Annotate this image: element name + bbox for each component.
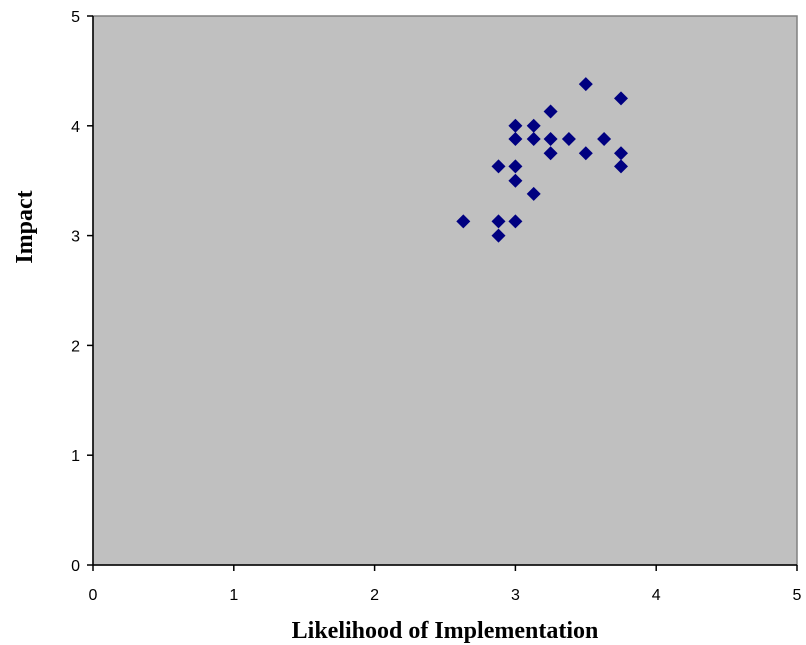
data-point-marker [614,159,628,174]
axes [92,16,797,566]
data-point-marker [456,214,471,229]
data-point-marker [543,146,558,161]
x-axis-title: Likelihood of Implementation [292,618,599,644]
y-tick-label: 1 [71,448,80,465]
data-point-marker [526,131,541,146]
plot-area [92,15,798,566]
data-point-marker [508,214,523,229]
data-point-marker [614,146,628,161]
y-tick-label: 5 [71,9,80,26]
data-point-marker [491,214,506,229]
data-points [456,77,628,243]
data-point-marker [561,131,576,146]
x-tick-label: 0 [89,587,98,604]
data-point-marker [578,146,593,161]
data-point-marker [508,173,523,188]
data-point-marker [614,91,628,106]
data-point-marker [508,131,523,146]
data-point-marker [526,186,541,201]
x-tick-label: 4 [652,587,661,604]
x-tick-label: 2 [370,587,379,604]
data-point-marker [578,77,593,92]
data-point-marker [543,131,558,146]
y-axis-title: Impact [12,190,38,263]
y-tick-label: 4 [71,119,80,136]
data-point-marker [508,159,523,174]
data-point-marker [543,104,558,119]
data-point-marker [491,228,506,243]
data-point-marker [491,159,506,174]
y-tick-label: 3 [71,229,80,246]
data-point-marker [508,118,523,133]
x-tick-label: 3 [511,587,520,604]
x-tick-label: 5 [793,587,802,604]
axis-ticks: 0 1 2 3 4 5 0 1 2 3 4 5 [71,9,801,604]
y-tick-label: 0 [71,558,80,575]
x-tick-label: 1 [229,587,238,604]
y-tick-label: 2 [71,338,80,355]
data-point-marker [526,118,541,133]
data-point-marker [597,131,612,146]
